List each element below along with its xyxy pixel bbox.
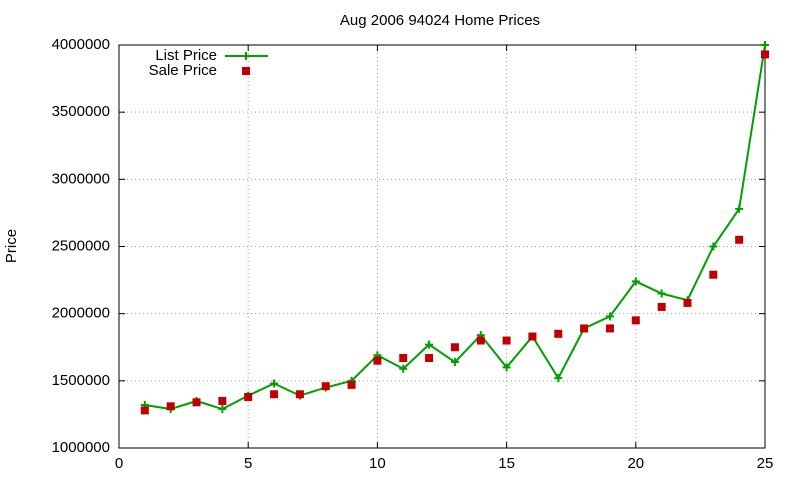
y-tick-label: 1000000 [52, 439, 110, 456]
marker [425, 340, 434, 349]
marker [450, 358, 459, 367]
legend-label: Sale Price [149, 62, 217, 79]
marker [373, 356, 382, 365]
marker [554, 374, 563, 383]
marker [528, 332, 537, 341]
marker [605, 312, 614, 321]
marker [476, 336, 485, 345]
marker [735, 235, 744, 244]
marker [580, 324, 589, 333]
marker [761, 50, 769, 59]
marker [735, 204, 744, 213]
marker [554, 329, 563, 338]
marker [450, 343, 459, 352]
marker [192, 398, 201, 407]
marker [631, 277, 640, 286]
chart-title: Aug 2006 94024 Home Prices [340, 12, 540, 29]
marker [605, 324, 614, 333]
legend-label: List Price [155, 47, 217, 64]
x-tick-label: 5 [244, 455, 252, 472]
marker [761, 41, 769, 49]
legend-marker [242, 52, 250, 60]
marker [347, 380, 356, 389]
marker [657, 302, 666, 311]
x-tick-label: 10 [369, 455, 386, 472]
marker [683, 298, 692, 307]
marker [295, 390, 304, 399]
marker [218, 405, 227, 414]
marker [709, 242, 718, 251]
series-line [144, 44, 766, 411]
marker [709, 270, 718, 279]
legend-marker [242, 67, 250, 75]
marker [321, 382, 330, 391]
marker [631, 316, 640, 325]
marker [166, 402, 175, 411]
marker [399, 364, 408, 373]
x-tick-label: 20 [627, 455, 644, 472]
x-tick-label: 15 [498, 455, 515, 472]
y-tick-label: 3500000 [52, 103, 110, 120]
y-tick-label: 4000000 [52, 36, 110, 53]
y-tick-label: 2000000 [52, 305, 110, 322]
marker [140, 406, 149, 415]
plot-frame [118, 44, 766, 449]
marker [399, 353, 408, 362]
marker [657, 289, 666, 298]
marker [502, 363, 511, 372]
marker [270, 390, 279, 399]
x-tick-label: 25 [757, 455, 774, 472]
marker [502, 336, 511, 345]
marker [425, 353, 434, 362]
marker [244, 392, 253, 401]
y-tick-label: 3000000 [52, 170, 110, 187]
marker [270, 379, 279, 388]
y-axis-label: Price [3, 229, 20, 263]
x-tick-label: 0 [115, 455, 123, 472]
y-tick-label: 1500000 [52, 372, 110, 389]
marker [218, 396, 227, 405]
y-tick-label: 2500000 [52, 237, 110, 254]
